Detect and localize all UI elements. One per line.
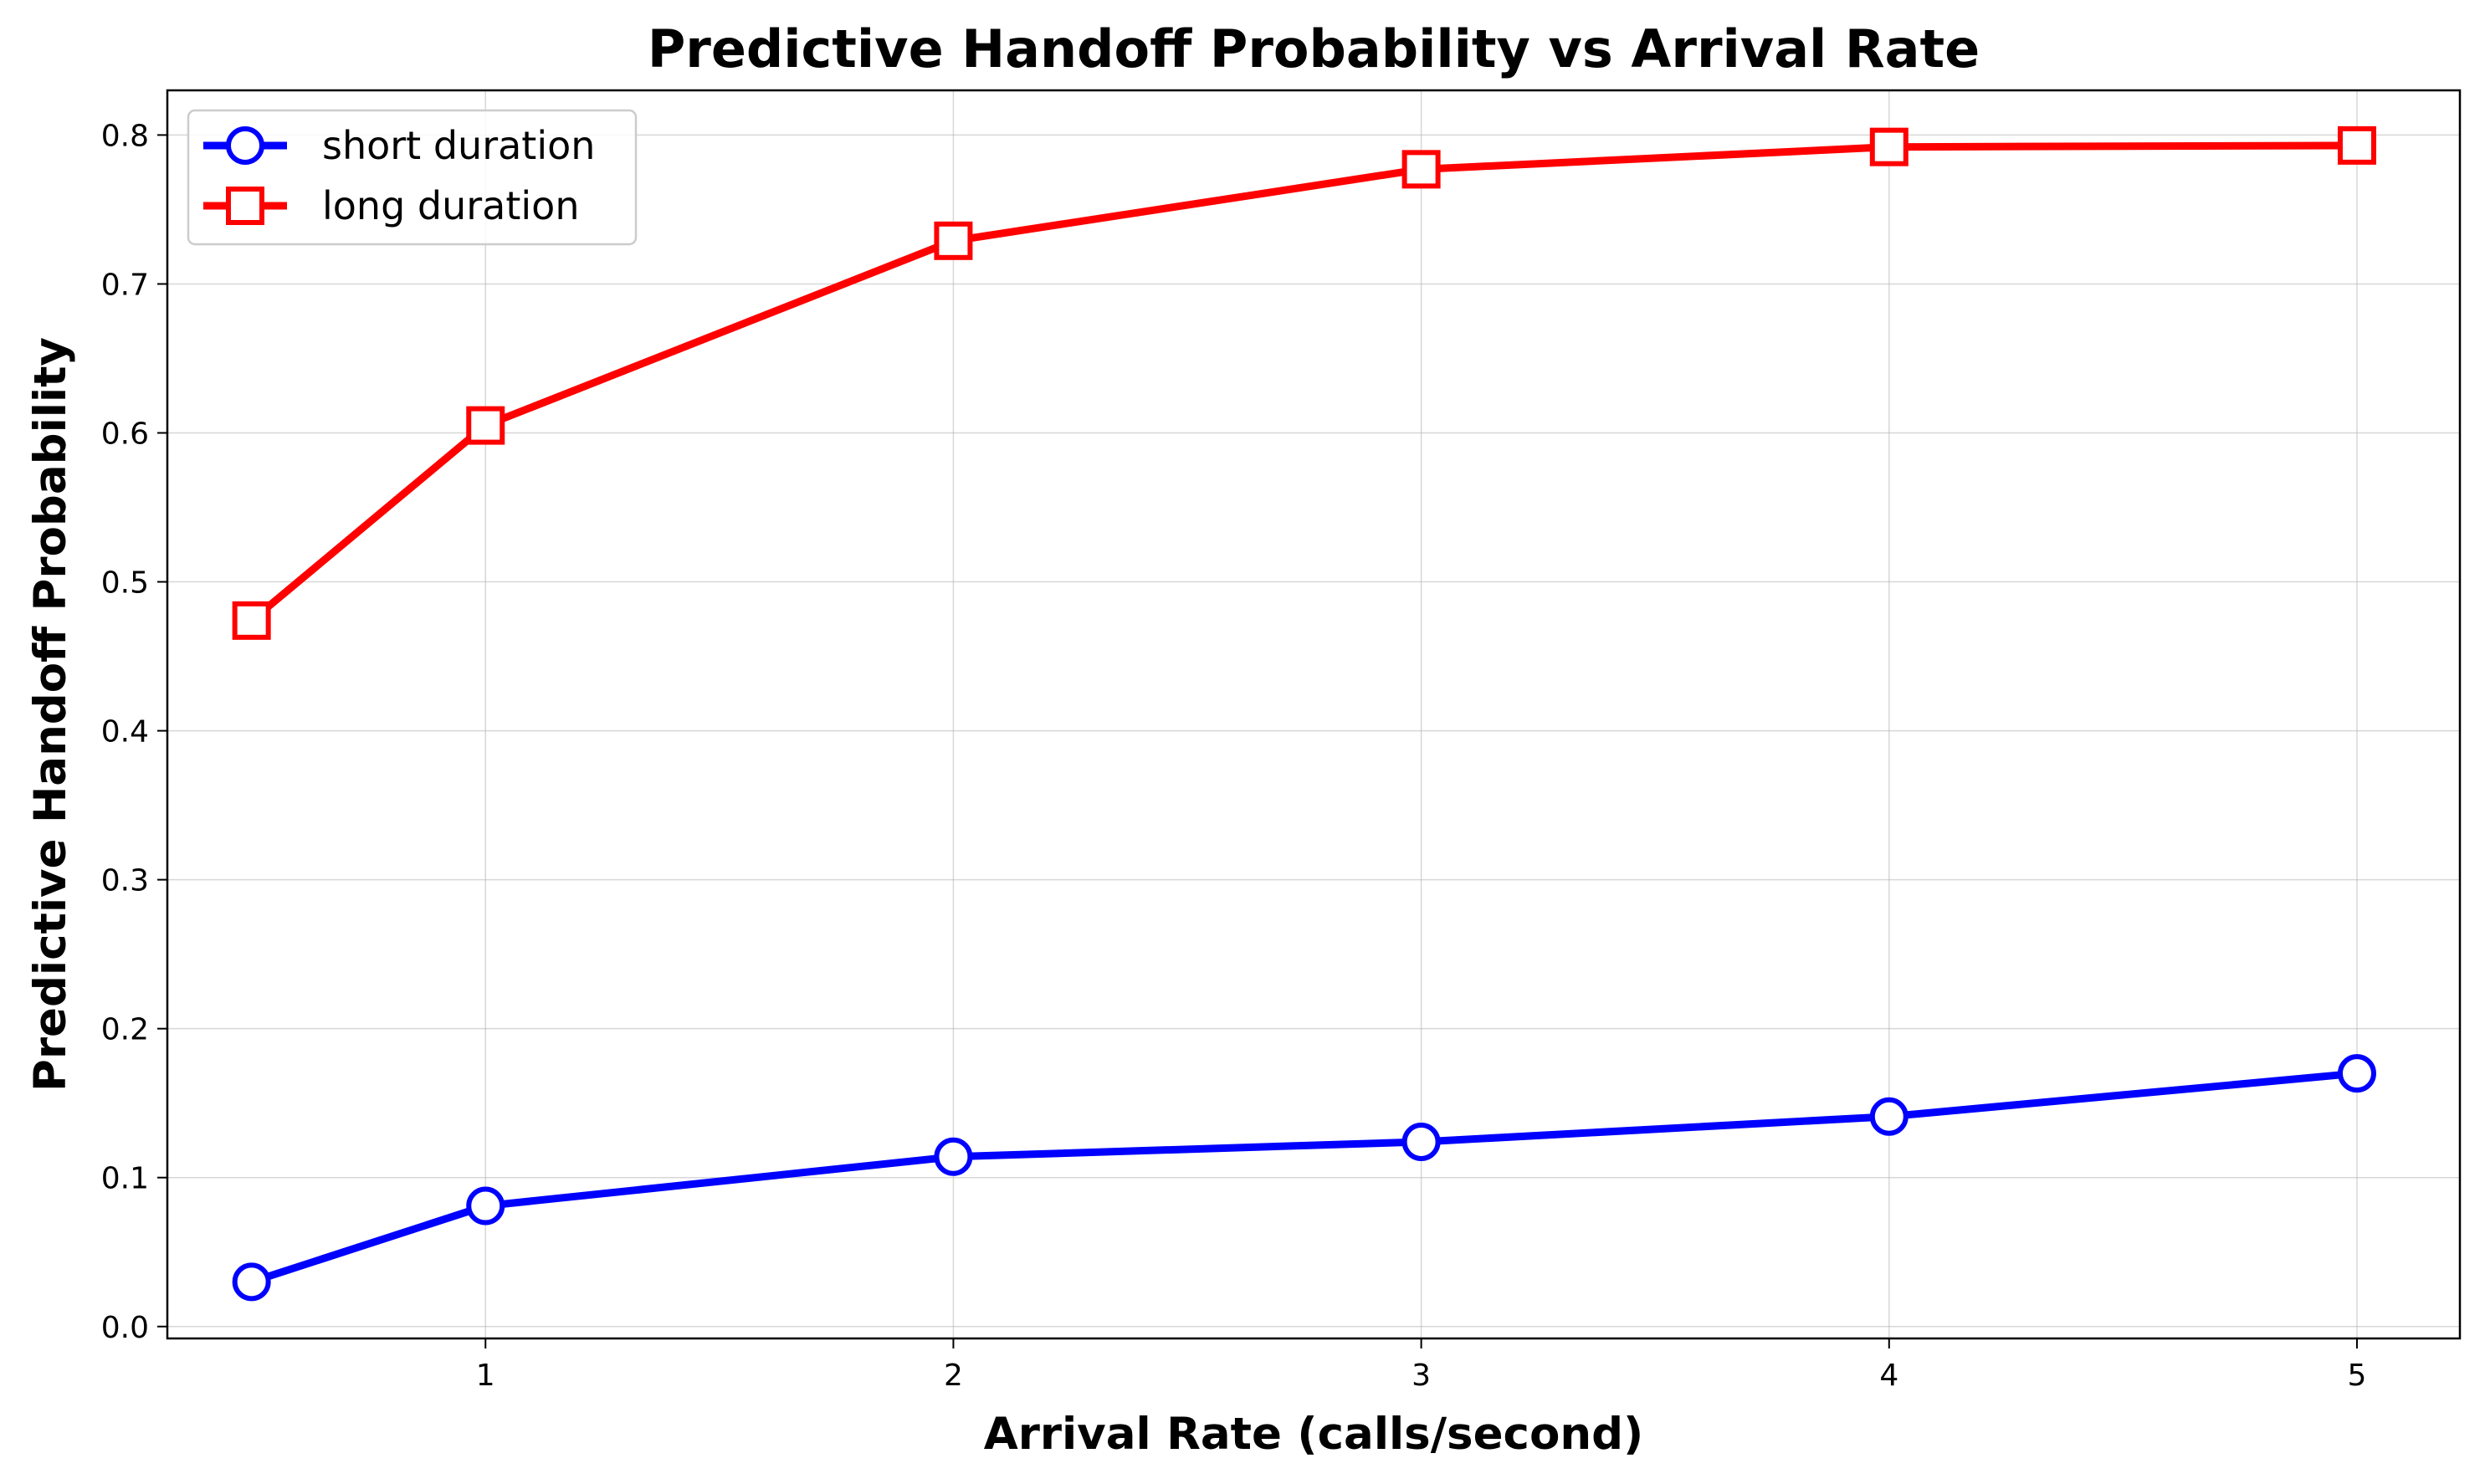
- grid-lines: [167, 90, 2460, 1338]
- chart-title: Predictive Handoff Probability vs Arriva…: [648, 18, 1980, 79]
- y-tick-label: 0.6: [101, 417, 149, 451]
- plot-area-frame: [166, 89, 2462, 1340]
- x-axis-label: Arrival Rate (calls/second): [984, 1409, 1644, 1460]
- series-line-short-duration: [248, 1069, 2361, 1286]
- data-point-long-duration: [466, 406, 505, 445]
- series-long-duration: [232, 125, 2376, 640]
- data-point-long-duration: [1869, 127, 1909, 166]
- data-point-long-duration: [232, 601, 271, 640]
- data-point-long-duration: [2337, 125, 2376, 165]
- y-tick-label: 0.8: [101, 119, 149, 153]
- y-tick-label: 0.7: [101, 268, 149, 302]
- y-tick-label: 0.3: [101, 864, 149, 898]
- x-tick-label: 3: [1412, 1359, 1431, 1393]
- data-point-short-duration: [2337, 1054, 2376, 1093]
- series-layer: [232, 125, 2376, 1302]
- data-point-short-duration: [1869, 1097, 1909, 1136]
- legend-item-short-duration: short duration: [203, 123, 595, 168]
- data-point-short-duration: [466, 1186, 505, 1226]
- legend-marker-short-duration: [226, 126, 264, 165]
- x-tick-label: 4: [1879, 1359, 1898, 1393]
- y-tick-label: 0.4: [101, 715, 149, 750]
- series-line-long-duration: [248, 141, 2361, 625]
- legend-label-long-duration: long duration: [322, 183, 579, 228]
- legend-item-long-duration: long duration: [203, 183, 579, 228]
- y-tick-label: 0.2: [101, 1013, 149, 1047]
- y-tick-label: 0.5: [101, 566, 149, 601]
- legend-box: [187, 109, 638, 246]
- data-point-short-duration: [1401, 1122, 1441, 1161]
- data-point-long-duration: [1401, 150, 1441, 189]
- data-point-short-duration: [232, 1262, 271, 1302]
- legend-label-short-duration: short duration: [322, 123, 595, 168]
- x-tick-label: 1: [476, 1359, 495, 1393]
- y-tick-label: 0.1: [101, 1162, 149, 1196]
- x-tick-label: 5: [2348, 1359, 2367, 1393]
- axis-ticks: 1 2 3 4 5 0.0 0.1 0.2 0.3 0.4 0.5 0.6 0.7 0.8: [101, 119, 2367, 1393]
- y-tick-label: 0.0: [101, 1311, 149, 1345]
- legend: short duration long duration: [187, 109, 638, 246]
- data-point-long-duration: [934, 221, 973, 260]
- legend-marker-long-duration: [226, 187, 264, 225]
- series-short-duration: [232, 1054, 2376, 1302]
- data-point-short-duration: [934, 1137, 973, 1176]
- x-tick-label: 2: [944, 1359, 963, 1393]
- y-axis-label: Predictive Handoff Probability: [25, 337, 76, 1092]
